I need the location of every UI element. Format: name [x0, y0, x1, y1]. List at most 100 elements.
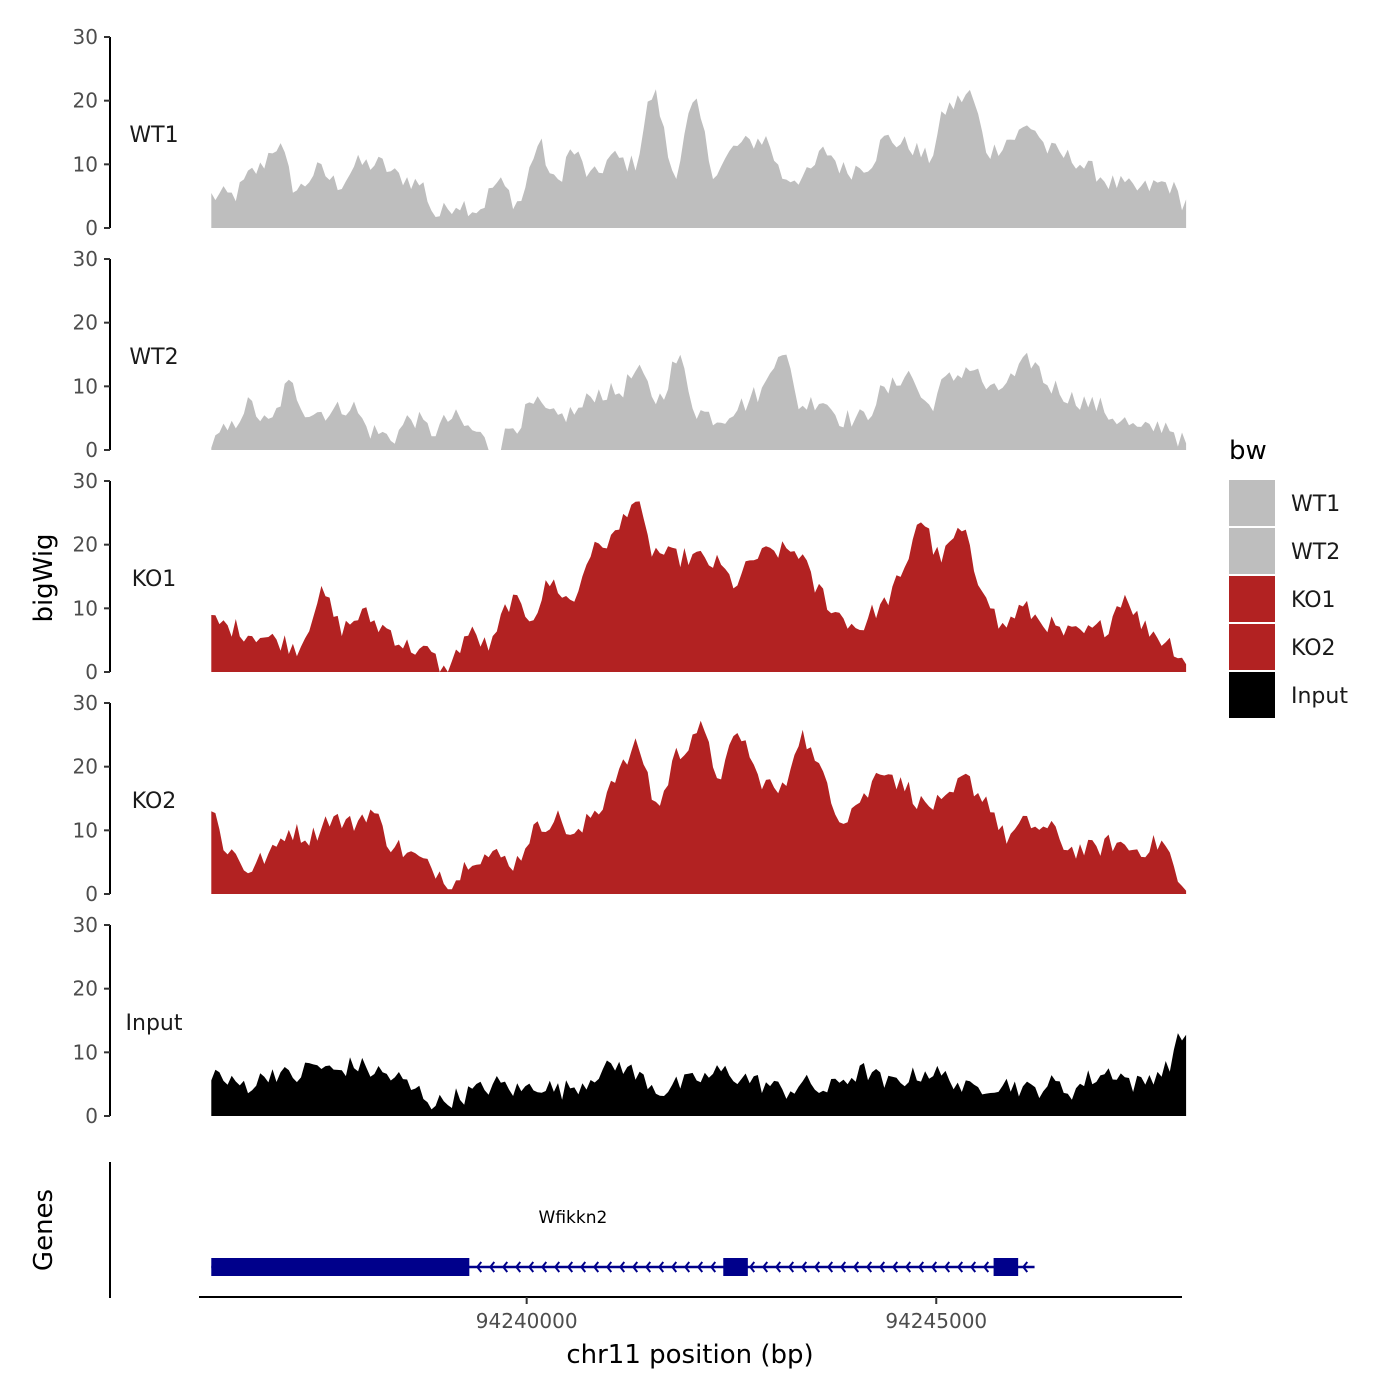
strand-arrow	[970, 1261, 977, 1273]
gene-wfikkn2: Wfikkn2	[211, 1208, 1035, 1276]
y-tick-label-wt1-0: 0	[85, 216, 98, 240]
strand-arrow	[827, 1261, 834, 1273]
strand-arrow	[983, 1261, 990, 1273]
strand-arrow	[879, 1261, 886, 1273]
x-axis: 94240000 94245000 chr11 position (bp)	[199, 1296, 1182, 1370]
strand-arrow	[931, 1261, 938, 1273]
exon-3	[993, 1258, 1019, 1276]
track-input: 0 10 20 30 Input	[73, 913, 1187, 1128]
strand-arrow	[1022, 1261, 1029, 1273]
y-tick-label-ko1-20: 20	[73, 533, 98, 557]
strand-arrow	[788, 1261, 795, 1273]
strand-arrow	[814, 1261, 821, 1273]
coverage-area-wt1	[211, 89, 1187, 228]
track-label-input: Input	[126, 1011, 183, 1036]
strand-arrow	[580, 1261, 587, 1273]
track-ko1: 0 10 20 30 KO1	[73, 469, 1187, 684]
coverage-area-wt2	[211, 352, 1187, 450]
y-tick-label-wt2-10: 10	[73, 374, 98, 398]
legend-swatch-wt1	[1229, 480, 1275, 526]
y-tick-label-wt1-30: 30	[73, 25, 98, 49]
legend-swatch-ko2	[1229, 624, 1275, 670]
y-tick-label-wt2-20: 20	[73, 311, 98, 335]
y-tick-label-ko1-0: 0	[85, 660, 98, 684]
y-tick-label-wt1-10: 10	[73, 152, 98, 176]
strand-arrow	[944, 1261, 951, 1273]
legend-label-input: Input	[1291, 684, 1348, 709]
track-label-ko2: KO2	[132, 789, 177, 814]
strand-arrow	[554, 1261, 561, 1273]
strand-arrow	[489, 1261, 496, 1273]
y-tick-label-ko2-20: 20	[73, 755, 98, 779]
strand-arrow	[502, 1261, 509, 1273]
track-ko2: 0 10 20 30 KO2	[73, 691, 1187, 906]
y-tick-label-input-20: 20	[73, 977, 98, 1001]
y-axis-title: bigWig	[29, 533, 59, 622]
strand-arrow	[476, 1261, 483, 1273]
y-tick-label-ko1-10: 10	[73, 596, 98, 620]
strand-arrow	[866, 1261, 873, 1273]
exon-1	[211, 1258, 470, 1276]
strand-arrow	[658, 1261, 665, 1273]
strand-arrow	[710, 1261, 717, 1273]
y-tick-label-input-30: 30	[73, 913, 98, 937]
y-tick-label-ko1-30: 30	[73, 469, 98, 493]
x-tick-label-2: 94245000	[885, 1309, 987, 1333]
track-label-ko1: KO1	[132, 567, 177, 592]
legend-title: bw	[1229, 436, 1267, 466]
strand-arrow	[515, 1261, 522, 1273]
coverage-area-ko1	[211, 501, 1187, 672]
strand-arrow	[801, 1261, 808, 1273]
strand-arrow	[632, 1261, 639, 1273]
x-axis-title: chr11 position (bp)	[566, 1340, 813, 1370]
x-tick-label-1: 94240000	[476, 1309, 578, 1333]
y-tick-label-ko2-30: 30	[73, 691, 98, 715]
genes-track-label: Genes	[29, 1189, 59, 1271]
strand-arrow	[957, 1261, 964, 1273]
strand-arrow	[593, 1261, 600, 1273]
strand-arrow	[853, 1261, 860, 1273]
track-label-wt2: WT2	[129, 345, 178, 370]
y-tick-label-wt2-30: 30	[73, 247, 98, 271]
legend-label-ko2: KO2	[1291, 636, 1336, 661]
y-tick-label-input-0: 0	[85, 1104, 98, 1128]
strand-arrow	[619, 1261, 626, 1273]
gene-name-label: Wfikkn2	[539, 1208, 608, 1228]
exon-2	[723, 1258, 748, 1276]
coverage-area-input	[211, 1033, 1187, 1116]
track-wt1: 0 10 20 30 WT1	[73, 25, 1187, 240]
y-tick-label-input-10: 10	[73, 1040, 98, 1064]
legend-swatch-wt2	[1229, 528, 1275, 574]
y-tick-label-ko2-10: 10	[73, 818, 98, 842]
strand-arrow	[749, 1261, 756, 1273]
y-tick-label-wt2-0: 0	[85, 438, 98, 462]
legend-swatch-input	[1229, 672, 1275, 718]
strand-arrow	[528, 1261, 535, 1273]
strand-arrow	[697, 1261, 704, 1273]
legend: bw WT1 WT2 KO1 KO2 Input	[1229, 436, 1348, 718]
strand-arrow	[671, 1261, 678, 1273]
y-tick-label-ko2-0: 0	[85, 882, 98, 906]
strand-arrow	[684, 1261, 691, 1273]
track-wt2: 0 10 20 30 WT2	[73, 247, 1187, 462]
strand-arrow	[905, 1261, 912, 1273]
strand-arrow	[775, 1261, 782, 1273]
strand-arrow	[606, 1261, 613, 1273]
strand-arrow	[567, 1261, 574, 1273]
genes-layer: Genes Wfikkn2	[29, 1162, 1035, 1298]
y-tick-label-wt1-20: 20	[73, 89, 98, 113]
strand-arrow	[840, 1261, 847, 1273]
legend-label-wt2: WT2	[1291, 540, 1340, 565]
track-label-wt1: WT1	[129, 123, 178, 148]
tracks-layer: 0 10 20 30 WT1 0 10 20 30 WT2 0 10 20 30 KO1 0 10 20 30 KO2…	[73, 25, 1187, 1128]
strand-arrow	[918, 1261, 925, 1273]
legend-swatch-ko1	[1229, 576, 1275, 622]
strand-arrow	[541, 1261, 548, 1273]
coverage-area-ko2	[211, 720, 1187, 894]
legend-label-ko1: KO1	[1291, 588, 1336, 613]
strand-arrow	[892, 1261, 899, 1273]
strand-arrow	[762, 1261, 769, 1273]
legend-label-wt1: WT1	[1291, 492, 1340, 517]
strand-arrow	[645, 1261, 652, 1273]
